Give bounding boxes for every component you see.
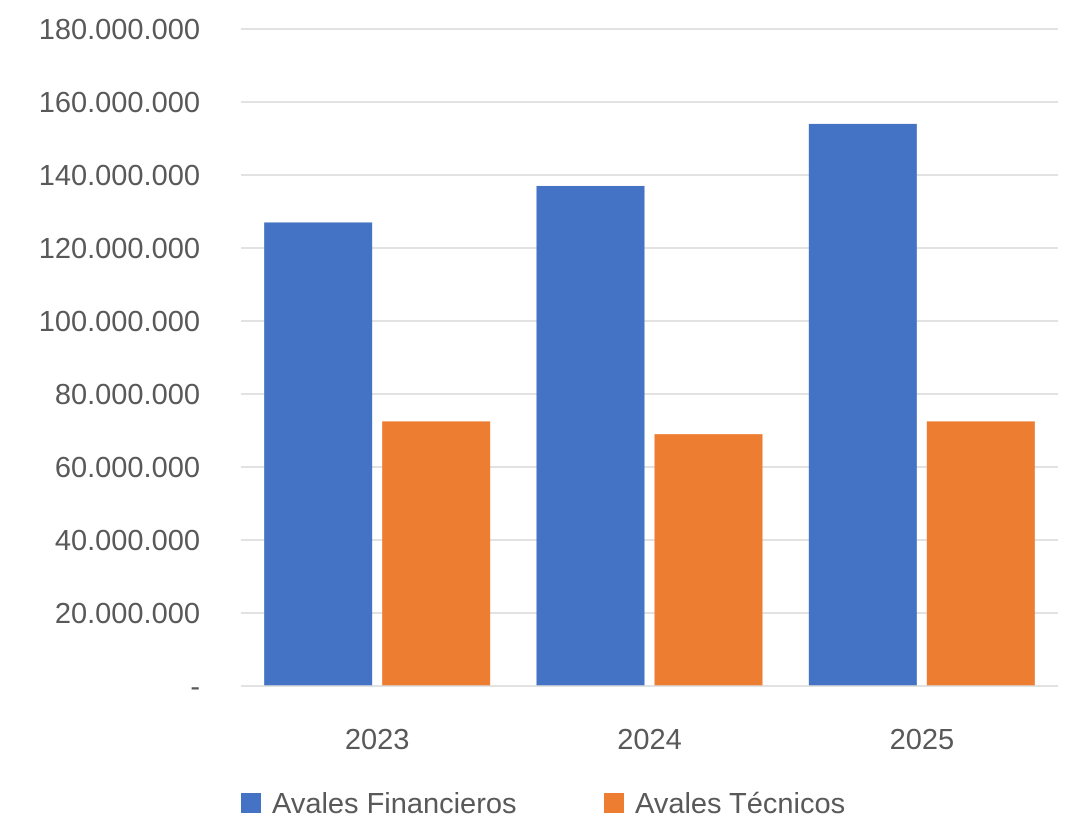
legend-label: Avales Financieros <box>272 788 516 817</box>
bar-2025-series-1 <box>808 123 917 686</box>
bar-2025-series-2 <box>926 421 1035 686</box>
x-tick-label: 2023 <box>345 724 410 756</box>
y-tick-label: 180.000.000 <box>39 14 200 46</box>
bar-2024-series-2 <box>654 434 763 686</box>
bar-2024-series-1 <box>536 185 645 686</box>
gridlines <box>241 28 1058 614</box>
y-axis: - 20.000.000 40.000.000 60.000.000 80.000.00… <box>39 14 200 703</box>
bars <box>264 123 1035 686</box>
legend-label: Avales Técnicos <box>635 788 845 817</box>
y-tick-label: 20.000.000 <box>55 598 200 630</box>
y-tick-label: 120.000.000 <box>39 233 200 265</box>
legend: Avales Financieros Avales Técnicos <box>241 788 845 817</box>
legend-swatch <box>241 793 261 813</box>
y-tick-label: 140.000.000 <box>39 160 200 192</box>
x-axis: 2023 2024 2025 <box>345 724 954 756</box>
y-tick-label: 100.000.000 <box>39 306 200 338</box>
x-tick-label: 2024 <box>617 724 682 756</box>
y-tick-label: 80.000.000 <box>55 379 200 411</box>
bar-2023-series-2 <box>382 421 491 686</box>
bar-2023-series-1 <box>264 222 373 686</box>
y-tick-label: - <box>190 671 200 703</box>
legend-swatch <box>604 793 624 813</box>
y-tick-label: 160.000.000 <box>39 87 200 119</box>
y-tick-label: 40.000.000 <box>55 525 200 557</box>
x-tick-label: 2025 <box>890 724 955 756</box>
y-tick-label: 60.000.000 <box>55 452 200 484</box>
